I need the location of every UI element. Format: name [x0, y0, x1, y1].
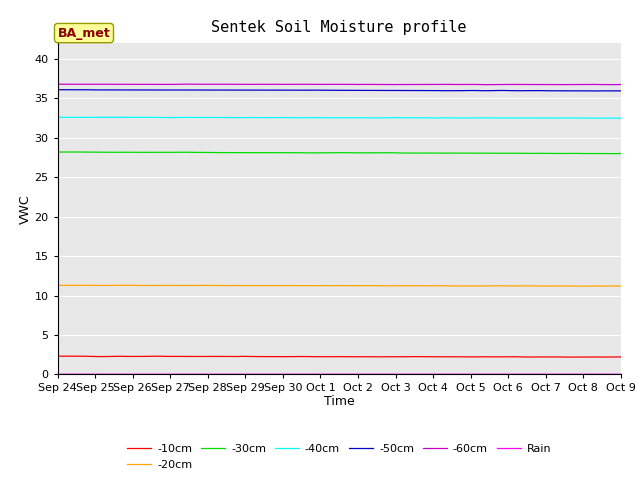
-10cm: [605, 354, 613, 360]
-40cm: [605, 115, 612, 121]
-50cm: [60, 87, 67, 93]
-40cm: [55, 114, 63, 120]
Rain: [101, 372, 109, 377]
-20cm: [323, 283, 330, 288]
-20cm: [577, 283, 584, 289]
-10cm: [63, 353, 70, 359]
-10cm: [617, 354, 625, 360]
-10cm: [360, 354, 367, 360]
Legend: -10cm, -20cm, -30cm, -40cm, -50cm, -60cm, Rain: -10cm, -20cm, -30cm, -40cm, -50cm, -60cm…: [123, 440, 556, 474]
-50cm: [54, 87, 61, 93]
Title: Sentek Soil Moisture profile: Sentek Soil Moisture profile: [211, 20, 467, 35]
-20cm: [360, 283, 367, 288]
-40cm: [360, 115, 367, 120]
-50cm: [617, 88, 625, 94]
-30cm: [390, 150, 398, 156]
Line: -10cm: -10cm: [58, 356, 621, 357]
-10cm: [323, 354, 330, 360]
-60cm: [617, 82, 625, 87]
-50cm: [516, 88, 524, 94]
Rain: [390, 372, 398, 377]
-40cm: [323, 115, 330, 120]
-20cm: [605, 283, 613, 289]
-60cm: [605, 82, 613, 87]
-40cm: [617, 115, 625, 121]
Rain: [323, 372, 330, 377]
-40cm: [54, 114, 61, 120]
-60cm: [360, 82, 367, 87]
-50cm: [593, 88, 601, 94]
-40cm: [516, 115, 524, 121]
Line: -20cm: -20cm: [58, 285, 621, 286]
Rain: [518, 372, 525, 377]
-20cm: [326, 283, 333, 288]
-30cm: [66, 149, 74, 155]
-40cm: [614, 115, 622, 121]
-30cm: [326, 150, 333, 156]
-10cm: [390, 354, 398, 360]
-60cm: [54, 81, 61, 87]
-30cm: [617, 151, 625, 156]
-30cm: [54, 149, 61, 155]
Rain: [617, 372, 625, 377]
-30cm: [607, 151, 614, 156]
-10cm: [326, 354, 333, 360]
-30cm: [360, 150, 367, 156]
-10cm: [54, 353, 61, 359]
-30cm: [323, 150, 330, 156]
-40cm: [326, 115, 333, 120]
-60cm: [184, 81, 191, 87]
Rain: [444, 372, 452, 377]
-60cm: [390, 82, 398, 87]
-30cm: [605, 151, 612, 156]
Line: -30cm: -30cm: [58, 152, 621, 154]
-60cm: [546, 82, 554, 87]
Rain: [360, 372, 367, 377]
-50cm: [605, 88, 613, 94]
-20cm: [122, 282, 129, 288]
Text: BA_met: BA_met: [58, 26, 110, 39]
Rain: [54, 372, 61, 377]
-50cm: [360, 87, 367, 93]
Rain: [326, 372, 333, 377]
-20cm: [617, 283, 625, 289]
Rain: [605, 372, 613, 377]
-60cm: [516, 82, 524, 87]
-50cm: [326, 87, 333, 93]
Line: -40cm: -40cm: [58, 117, 621, 118]
-30cm: [516, 150, 524, 156]
-50cm: [390, 87, 398, 93]
-20cm: [390, 283, 398, 288]
-10cm: [516, 354, 524, 360]
-10cm: [567, 354, 575, 360]
Line: -50cm: -50cm: [58, 90, 621, 91]
-50cm: [323, 87, 330, 93]
-60cm: [326, 82, 333, 87]
-60cm: [323, 82, 330, 87]
-20cm: [516, 283, 524, 288]
X-axis label: Time: Time: [324, 395, 355, 408]
-20cm: [54, 283, 61, 288]
Y-axis label: VWC: VWC: [19, 194, 31, 224]
-40cm: [390, 115, 398, 120]
